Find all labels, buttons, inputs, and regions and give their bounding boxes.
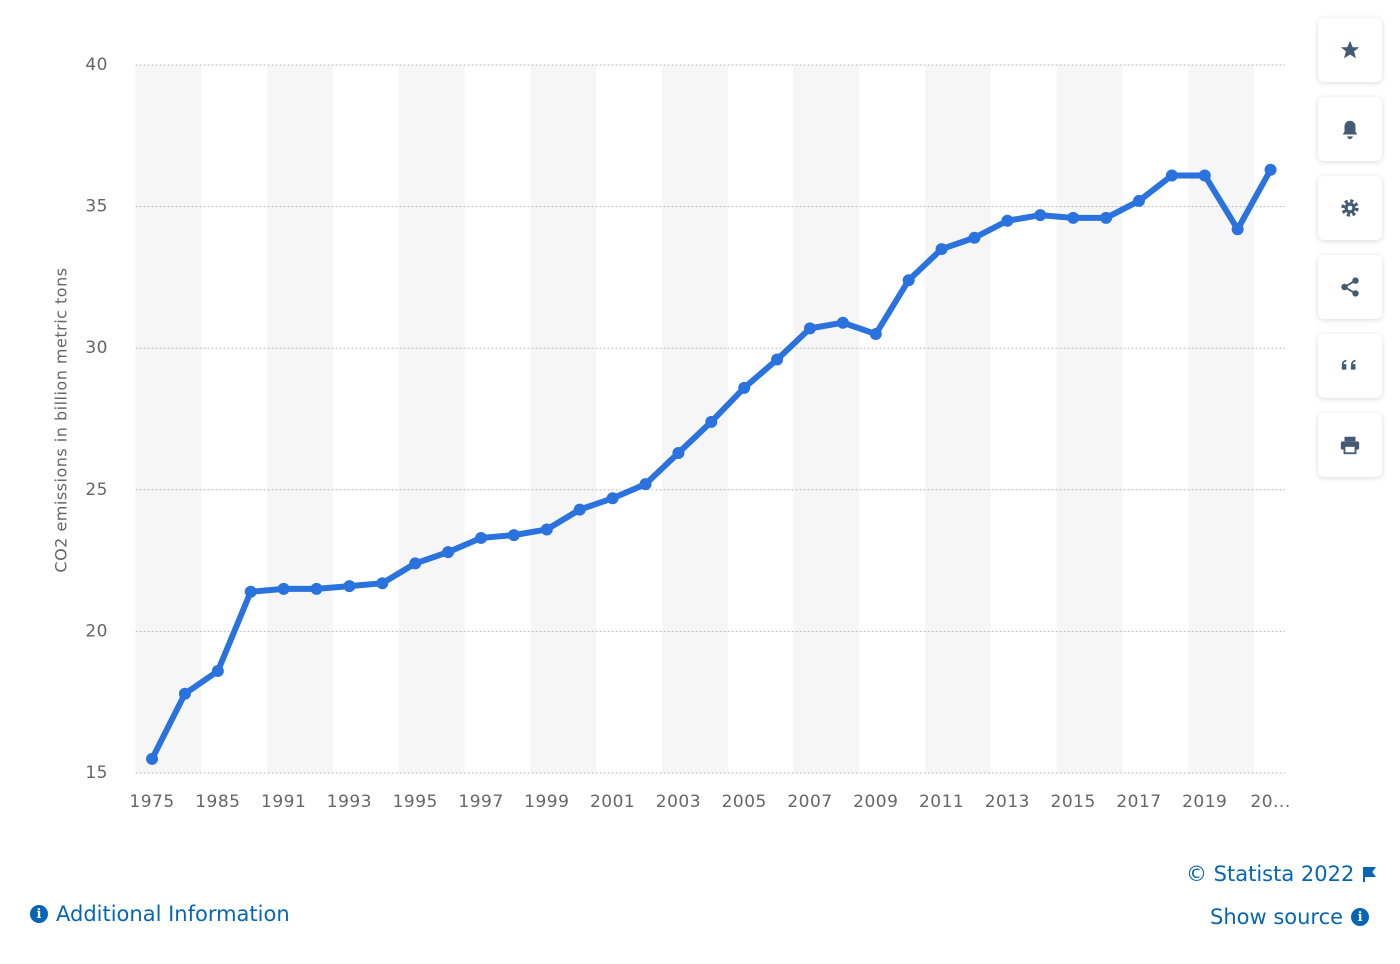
data-point bbox=[935, 243, 948, 256]
x-tick-label: 1975 bbox=[129, 792, 174, 812]
column-band bbox=[530, 65, 597, 773]
notification-button[interactable] bbox=[1318, 97, 1382, 161]
x-tick-label: 2015 bbox=[1051, 792, 1096, 812]
data-point bbox=[442, 546, 455, 559]
data-point bbox=[1198, 169, 1211, 182]
data-point bbox=[771, 353, 784, 366]
data-point bbox=[738, 381, 751, 394]
data-point bbox=[244, 585, 257, 598]
data-point bbox=[343, 580, 356, 593]
data-point bbox=[902, 274, 915, 287]
x-tick-label: 2005 bbox=[722, 792, 767, 812]
x-tick-label: 1985 bbox=[195, 792, 240, 812]
data-point bbox=[672, 446, 685, 459]
x-tick-label: 1995 bbox=[393, 792, 438, 812]
data-point bbox=[1165, 169, 1178, 182]
data-point bbox=[310, 582, 323, 595]
x-tick-label: 1997 bbox=[458, 792, 503, 812]
data-point bbox=[869, 328, 882, 341]
print-button[interactable] bbox=[1318, 413, 1382, 477]
data-point bbox=[803, 322, 816, 335]
data-point bbox=[1034, 209, 1047, 222]
data-point bbox=[1100, 211, 1113, 224]
data-point bbox=[277, 582, 290, 595]
show-source-text: Show source bbox=[1210, 905, 1344, 929]
data-point bbox=[1001, 214, 1014, 227]
data-point bbox=[178, 687, 191, 700]
data-point bbox=[836, 316, 849, 329]
data-point bbox=[376, 577, 389, 590]
share-button[interactable] bbox=[1318, 255, 1382, 319]
data-point bbox=[211, 665, 224, 678]
x-tick-label: 2007 bbox=[787, 792, 832, 812]
settings-button[interactable] bbox=[1318, 176, 1382, 240]
cite-button[interactable] bbox=[1318, 334, 1382, 398]
show-source[interactable]: Show source i bbox=[1210, 905, 1370, 929]
x-tick-label: 1991 bbox=[261, 792, 306, 812]
data-point bbox=[146, 752, 159, 765]
data-point bbox=[968, 231, 981, 244]
y-tick-label: 35 bbox=[85, 197, 108, 217]
data-point bbox=[409, 557, 422, 570]
y-tick-label: 40 bbox=[85, 55, 108, 75]
data-point bbox=[475, 531, 488, 544]
additional-info[interactable]: Additional Information i bbox=[30, 902, 290, 926]
y-axis-label: CO2 emissions in billion metric tons bbox=[52, 267, 71, 572]
data-point bbox=[1067, 211, 1080, 224]
x-tick-label: 2003 bbox=[656, 792, 701, 812]
column-band bbox=[925, 65, 991, 773]
y-tick-label: 25 bbox=[85, 480, 108, 500]
favorite-button[interactable] bbox=[1318, 18, 1382, 82]
data-point bbox=[1264, 163, 1277, 176]
chart: CO2 emissions in billion metric tons 15 2… bbox=[52, 55, 1291, 812]
data-point bbox=[507, 529, 520, 542]
copyright-text: © Statista 2022 bbox=[1186, 862, 1355, 886]
bands bbox=[135, 65, 1255, 773]
x-tick-label: 2013 bbox=[985, 792, 1030, 812]
x-tick-label: 2011 bbox=[919, 792, 964, 812]
y-tick-label: 30 bbox=[85, 338, 108, 358]
data-point bbox=[1231, 223, 1244, 236]
y-tick-label: 15 bbox=[85, 763, 108, 783]
x-tick-label: 1993 bbox=[327, 792, 372, 812]
column-band bbox=[1056, 65, 1123, 773]
x-tick-label: 2017 bbox=[1116, 792, 1161, 812]
column-band bbox=[793, 65, 860, 773]
copyright[interactable]: © Statista 2022 bbox=[1186, 862, 1377, 886]
column-band bbox=[398, 65, 465, 773]
data-point bbox=[606, 492, 619, 505]
x-tick-label: 20... bbox=[1250, 792, 1290, 812]
column-band bbox=[135, 65, 202, 773]
x-tick-label: 1999 bbox=[524, 792, 569, 812]
x-tick-label: 2001 bbox=[590, 792, 635, 812]
additional-info-text: Additional Information bbox=[56, 902, 290, 926]
y-tick-label: 20 bbox=[85, 621, 108, 641]
column-band bbox=[1188, 65, 1255, 773]
data-point bbox=[1132, 194, 1145, 207]
x-tick-label: 2009 bbox=[853, 792, 898, 812]
x-tick-label: 2019 bbox=[1182, 792, 1227, 812]
data-point bbox=[540, 523, 553, 536]
data-point bbox=[573, 503, 586, 516]
column-band bbox=[267, 65, 333, 773]
data-point bbox=[639, 478, 652, 491]
data-point bbox=[705, 415, 718, 428]
